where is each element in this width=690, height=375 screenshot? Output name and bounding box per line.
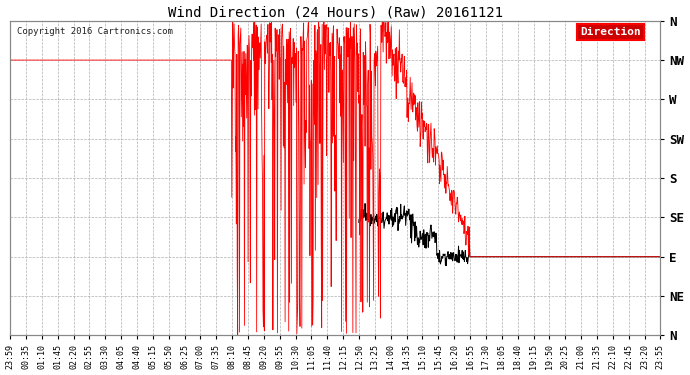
Text: Direction: Direction [580,27,641,37]
Title: Wind Direction (24 Hours) (Raw) 20161121: Wind Direction (24 Hours) (Raw) 20161121 [168,6,503,20]
Text: Copyright 2016 Cartronics.com: Copyright 2016 Cartronics.com [17,27,172,36]
